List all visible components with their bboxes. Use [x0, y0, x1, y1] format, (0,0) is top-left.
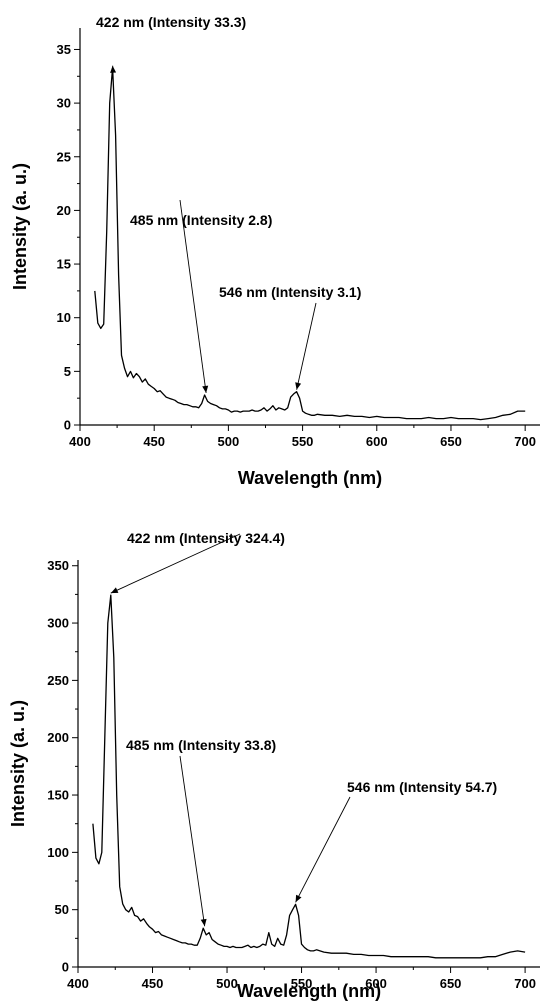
arrowhead-icon [110, 65, 117, 73]
arrowhead-icon [295, 894, 302, 903]
y-tick-label: 100 [47, 845, 69, 860]
y-tick-label: 0 [64, 418, 71, 433]
arrowhead-icon [200, 918, 207, 927]
x-axis-title: Wavelength (nm) [237, 981, 381, 1001]
annotation-label: 546 nm (Intensity 3.1) [219, 284, 361, 300]
y-tick-label: 350 [47, 558, 69, 573]
y-axis-title: Intensity (a. u.) [10, 163, 30, 290]
y-tick-label: 50 [55, 902, 69, 917]
x-tick-label: 700 [514, 976, 536, 991]
annotation-arrow [179, 755, 206, 927]
y-tick-label: 15 [57, 257, 71, 272]
annotation-label: 546 nm (Intensity 54.7) [347, 779, 497, 795]
x-tick-label: 450 [142, 976, 164, 991]
annotation-group: 422 nm (Intensity 324.4) 485 nm (Intensit… [110, 530, 497, 927]
x-tick-label: 550 [291, 976, 313, 991]
y-tick-label: 20 [57, 203, 71, 218]
arrowhead-icon [295, 382, 302, 390]
annotation-label: 485 nm (Intensity 2.8) [130, 212, 272, 228]
y-tick-label: 150 [47, 788, 69, 803]
x-tick-label: 550 [292, 434, 314, 449]
x-tick-label: 400 [69, 434, 91, 449]
y-tick-label: 5 [64, 364, 71, 379]
y-tick-label: 200 [47, 730, 69, 745]
annotation-arrow [295, 796, 351, 903]
y-tick-label: 30 [57, 96, 71, 111]
x-tick-label: 450 [143, 434, 165, 449]
annotation-arrow [110, 533, 241, 594]
x-tick-label: 600 [365, 976, 387, 991]
y-axis-title: Intensity (a. u.) [8, 700, 28, 827]
series-line [92, 594, 526, 959]
x-tick-label: 700 [514, 434, 536, 449]
x-tick-label: 600 [366, 434, 388, 449]
chart-top: 400 450 500 550 600 650 700 0 5 10 15 20 25 30 35 422 … [10, 14, 540, 488]
y-tick-label: 10 [57, 310, 71, 325]
tick-group: 400 450 500 550 600 650 700 0 5 10 15 20 25 30 35 [57, 42, 536, 449]
arrowhead-icon [202, 385, 209, 393]
chart-bottom: 400 450 500 550 600 650 700 0 50 100 150 200 250 300 3… [8, 530, 540, 1001]
annotation-label: 422 nm (Intensity 324.4) [127, 530, 285, 546]
annotation-group: 422 nm (Intensity 33.3) 485 nm (Intensity… [96, 14, 361, 394]
annotation-arrow [296, 302, 317, 390]
arrowhead-icon [110, 587, 119, 594]
series-line [94, 67, 526, 421]
annotation-arrow [179, 199, 207, 394]
x-tick-label: 650 [440, 434, 462, 449]
y-tick-label: 35 [57, 42, 71, 57]
tick-group: 400 450 500 550 600 650 700 0 50 100 150 200 250 300 3… [47, 558, 536, 991]
y-tick-label: 0 [62, 960, 69, 975]
annotation-label: 422 nm (Intensity 33.3) [96, 14, 246, 30]
x-tick-label: 500 [218, 434, 240, 449]
x-tick-label: 650 [440, 976, 462, 991]
y-tick-label: 250 [47, 673, 69, 688]
annotation-label: 485 nm (Intensity 33.8) [126, 737, 276, 753]
x-tick-label: 400 [67, 976, 89, 991]
x-axis-title: Wavelength (nm) [238, 468, 382, 488]
y-tick-label: 300 [47, 616, 69, 631]
y-tick-label: 25 [57, 149, 71, 164]
x-tick-label: 500 [216, 976, 238, 991]
